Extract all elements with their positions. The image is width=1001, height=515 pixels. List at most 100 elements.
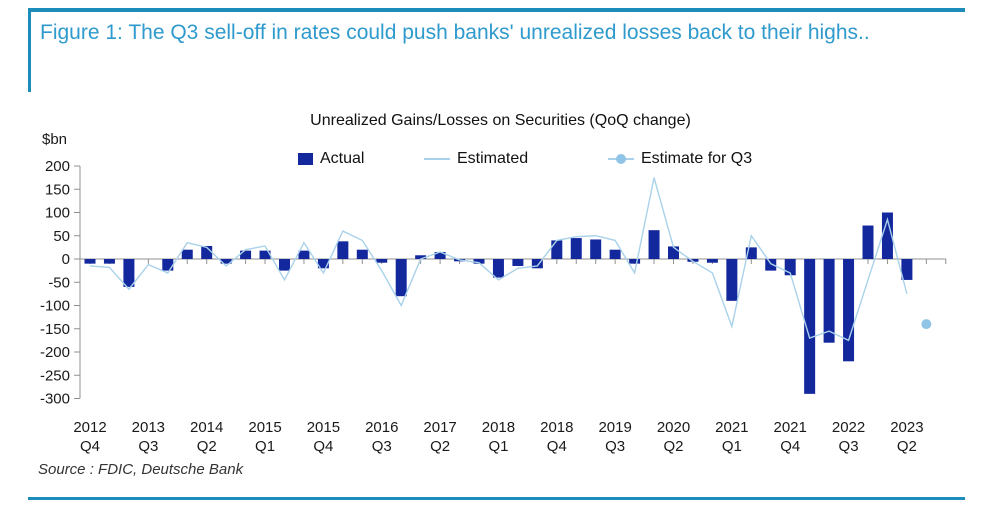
actual-bar — [706, 259, 718, 263]
left-accent-rule — [28, 8, 31, 92]
figure-caption: Figure 1: The Q3 sell-off in rates could… — [40, 21, 870, 44]
actual-bar — [687, 259, 699, 262]
actual-bar — [395, 259, 407, 297]
actual-bar — [201, 245, 213, 259]
actual-bar — [473, 259, 485, 264]
x-axis-tick-label-quarter: Q4 — [313, 438, 333, 455]
actual-bar — [376, 259, 388, 263]
x-axis-tick-label-quarter: Q3 — [372, 438, 392, 455]
x-axis-tick-label-year: 2013 — [132, 419, 165, 436]
x-axis-tick-label-year: 2012 — [73, 419, 106, 436]
bottom-accent-rule — [28, 497, 965, 500]
actual-bar — [804, 259, 816, 394]
x-axis-tick-label-quarter: Q4 — [547, 438, 567, 455]
actual-bar — [531, 259, 543, 269]
actual-bar — [590, 239, 602, 259]
y-axis-tick-label: -100 — [40, 298, 70, 315]
x-axis-tick-label-quarter: Q1 — [722, 438, 742, 455]
actual-bar — [259, 250, 271, 259]
actual-bar — [415, 255, 427, 259]
actual-bar — [220, 259, 232, 264]
x-axis-tick-label-year: 2017 — [423, 419, 456, 436]
actual-bar — [434, 252, 446, 259]
x-axis-tick-label-quarter: Q3 — [138, 438, 158, 455]
actual-bar — [512, 259, 524, 266]
estimate-q3-dot-icon — [616, 154, 626, 164]
actual-bar — [492, 259, 504, 278]
actual-bar-swatch-icon — [298, 153, 313, 165]
x-axis-tick-label-quarter: Q1 — [488, 438, 508, 455]
actual-bar — [784, 259, 796, 276]
actual-bar — [843, 259, 855, 362]
x-axis-tick-label-year: 2023 — [890, 419, 923, 436]
actual-bar — [298, 250, 310, 259]
x-axis-tick-label-year: 2020 — [657, 419, 690, 436]
y-axis-tick-label: 200 — [45, 158, 70, 175]
actual-bar — [240, 250, 252, 259]
actual-bar — [668, 246, 679, 259]
estimate-q3-dot — [921, 319, 932, 330]
y-axis-unit-label: $bn — [42, 131, 67, 148]
x-axis-tick-label-year: 2021 — [774, 419, 807, 436]
source-attribution: Source : FDIC, Deutsche Bank — [38, 461, 244, 478]
estimate-q3-swatch-icon — [608, 154, 634, 164]
actual-bar — [881, 212, 893, 259]
chart-title: Unrealized Gains/Losses on Securities (Q… — [310, 112, 691, 129]
y-axis-tick-label: -50 — [48, 274, 70, 291]
x-axis-tick-label-quarter: Q2 — [197, 438, 217, 455]
actual-bar — [551, 240, 563, 259]
x-axis-tick-label-year: 2014 — [190, 419, 223, 436]
top-accent-rule — [28, 8, 965, 12]
legend-item-estimated: Estimated — [424, 150, 528, 168]
actual-bar — [162, 259, 174, 271]
y-axis-tick-label: 0 — [62, 251, 70, 268]
y-axis-tick-label: 50 — [53, 228, 70, 245]
x-axis-tick-label-quarter: Q2 — [897, 438, 917, 455]
x-axis-tick-label-quarter: Q2 — [430, 438, 450, 455]
legend-label-actual: Actual — [320, 150, 365, 167]
y-axis-tick-label: -250 — [40, 367, 70, 384]
actual-bar — [356, 249, 368, 259]
legend-label-estimated: Estimated — [457, 150, 529, 167]
x-axis-tick-label-quarter: Q1 — [255, 438, 275, 455]
actual-bar — [337, 241, 349, 259]
legend-item-estimate-q3: Estimate for Q3 — [608, 150, 752, 168]
actual-bar — [181, 249, 193, 259]
y-axis-tick-label: 100 — [45, 205, 70, 222]
actual-bar — [726, 259, 738, 301]
x-axis-tick-label-quarter: Q4 — [780, 438, 800, 455]
actual-bar — [901, 259, 913, 280]
actual-bar — [609, 249, 621, 259]
x-axis-tick-label-year: 2019 — [598, 419, 631, 436]
estimated-line-swatch-icon — [424, 158, 450, 160]
estimated-line — [89, 177, 908, 342]
x-axis-tick-label-quarter: Q4 — [80, 438, 100, 455]
actual-bar — [123, 259, 135, 287]
x-axis-tick-label-quarter: Q3 — [605, 438, 625, 455]
x-axis-tick-label-year: 2022 — [832, 419, 865, 436]
actual-bar — [570, 238, 582, 259]
x-axis-tick-label-year: 2015 — [307, 419, 340, 436]
y-axis-tick-label: -300 — [40, 391, 70, 408]
y-axis-tick-label: -200 — [40, 344, 70, 361]
x-axis-tick-label-quarter: Q3 — [839, 438, 859, 455]
actual-bar — [823, 259, 835, 343]
x-axis-tick-label-year: 2016 — [365, 419, 398, 436]
x-axis-tick-label-year: 2021 — [715, 419, 748, 436]
legend-label-estimate-q3: Estimate for Q3 — [641, 150, 753, 167]
actual-bar — [862, 225, 874, 259]
x-axis-tick-label-year: 2018 — [540, 419, 573, 436]
actual-bar — [765, 259, 777, 271]
chart-plot-area: 200 150 100 50 0 -50 -100 -150 -200 -250 -300 $bn 20… — [40, 131, 947, 455]
actual-bar — [745, 247, 757, 259]
y-axis-tick-label: -150 — [40, 321, 70, 338]
actual-bar — [84, 259, 96, 264]
actual-bar — [317, 259, 329, 269]
actual-bar — [648, 230, 660, 259]
legend-item-actual: Actual — [298, 150, 364, 168]
x-axis-tick-label-quarter: Q2 — [663, 438, 683, 455]
x-axis-tick-label-year: 2018 — [482, 419, 515, 436]
actual-bar — [103, 259, 115, 264]
y-axis-tick-label: 150 — [45, 181, 70, 198]
